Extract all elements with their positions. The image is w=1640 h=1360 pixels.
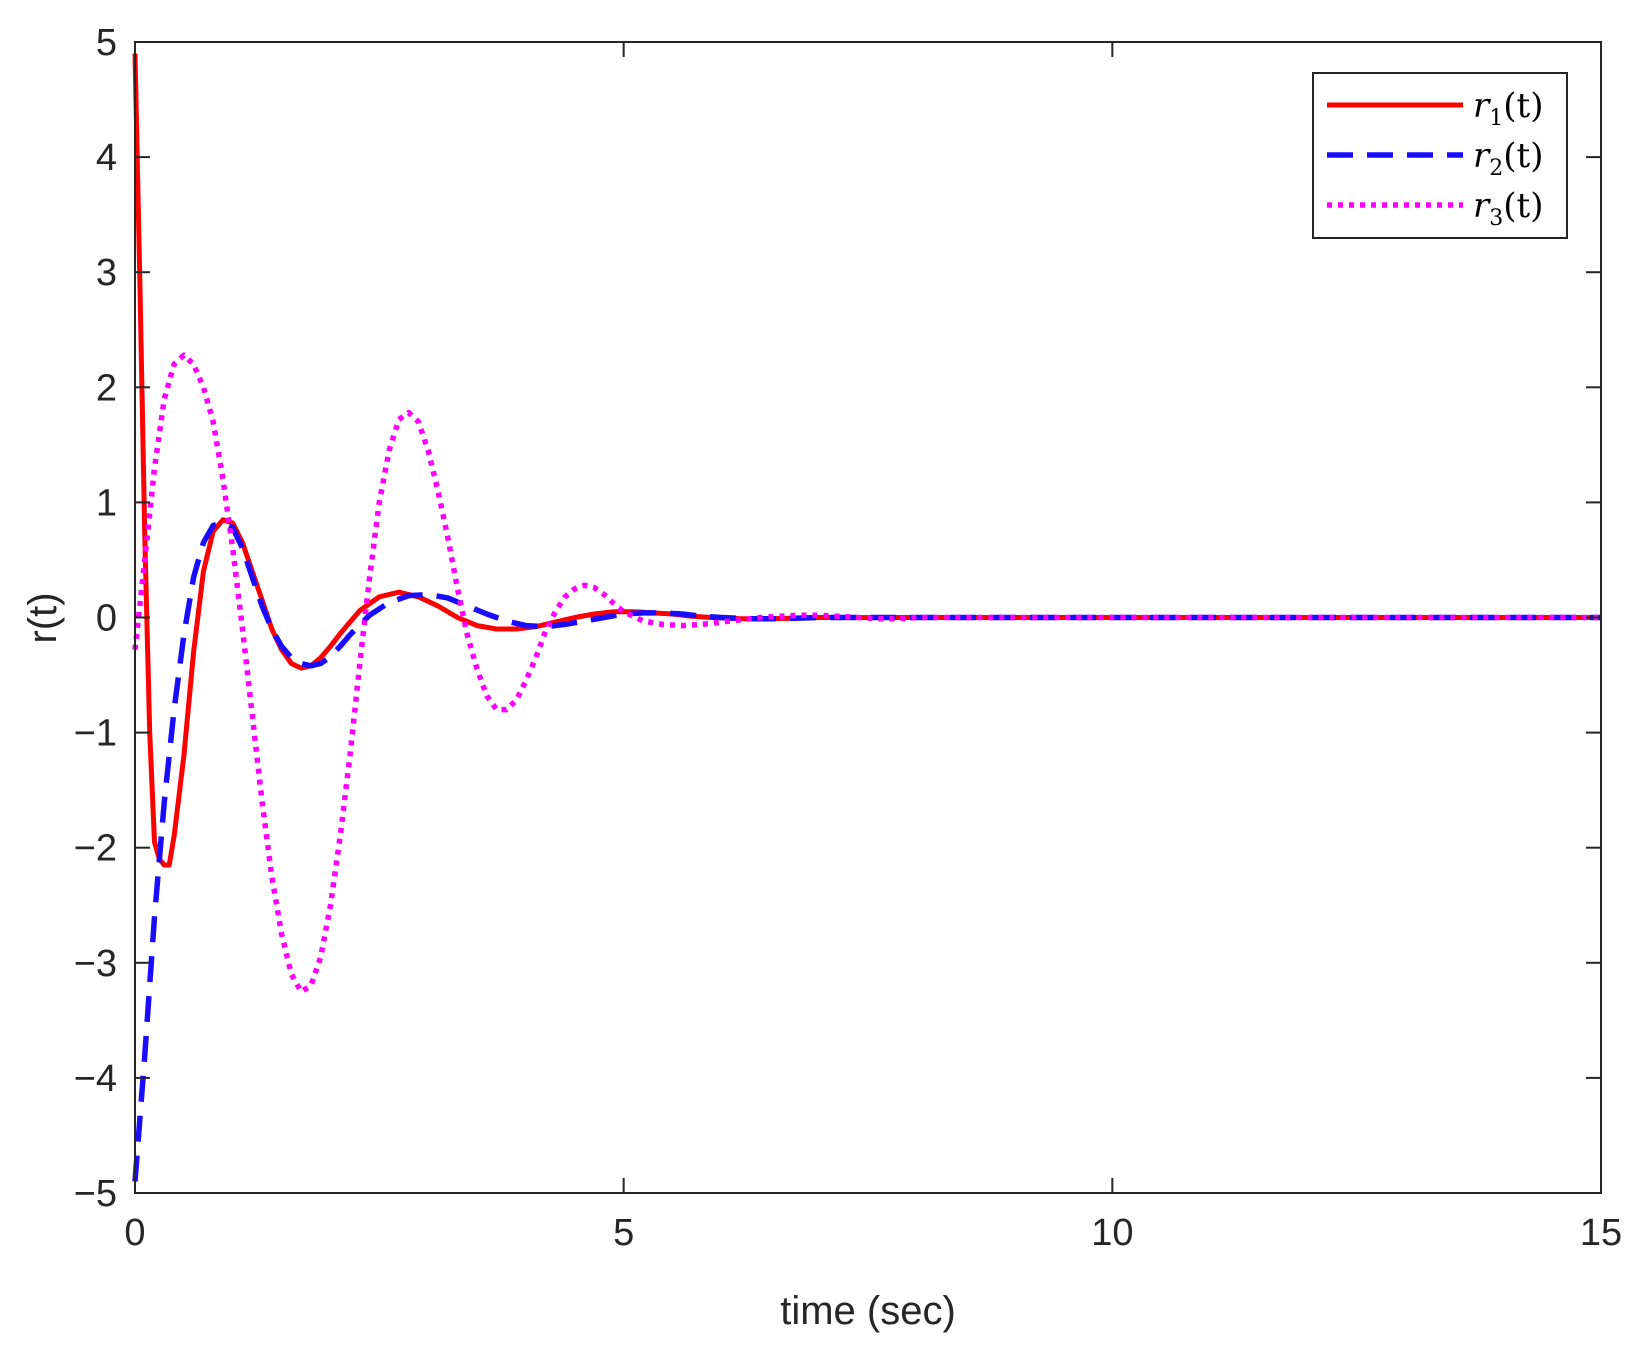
y-tick-label: −3 (74, 943, 117, 985)
y-tick-label: −2 (74, 828, 117, 870)
x-tick-label: 15 (1580, 1212, 1622, 1254)
y-tick-label: 2 (96, 367, 117, 409)
x-tick-label: 10 (1091, 1212, 1133, 1254)
legend-label-2: r2(t) (1473, 136, 1543, 181)
y-tick-label: 4 (96, 137, 117, 179)
legend-box (1312, 72, 1568, 239)
legend: r1(t) r2(t) r3(t) (1312, 72, 1568, 239)
y-tick-label: −1 (74, 713, 117, 755)
series-layer (132, 53, 1601, 1182)
y-tick-label: 3 (96, 252, 117, 294)
y-tick-label: −5 (74, 1173, 117, 1215)
y-axis-title: r(t) (21, 592, 65, 643)
y-tick-label: 1 (96, 482, 117, 524)
series-line-2 (132, 520, 1601, 1182)
y-tick-label: 0 (96, 598, 117, 640)
legend-label-1: r1(t) (1473, 86, 1543, 131)
x-tick-label: 0 (124, 1212, 145, 1254)
x-tick-label: 5 (613, 1212, 634, 1254)
y-tick-label: −4 (74, 1058, 117, 1100)
x-axis-title: time (sec) (780, 1289, 956, 1333)
ticks-layer: 0 5 10 15 −5 −4 −3 −2 −1 0 1 2 3 4 5 (74, 22, 1622, 1254)
y-tick-label: 5 (96, 22, 117, 64)
series-line-3 (132, 352, 1601, 995)
legend-label-3: r3(t) (1473, 186, 1543, 231)
